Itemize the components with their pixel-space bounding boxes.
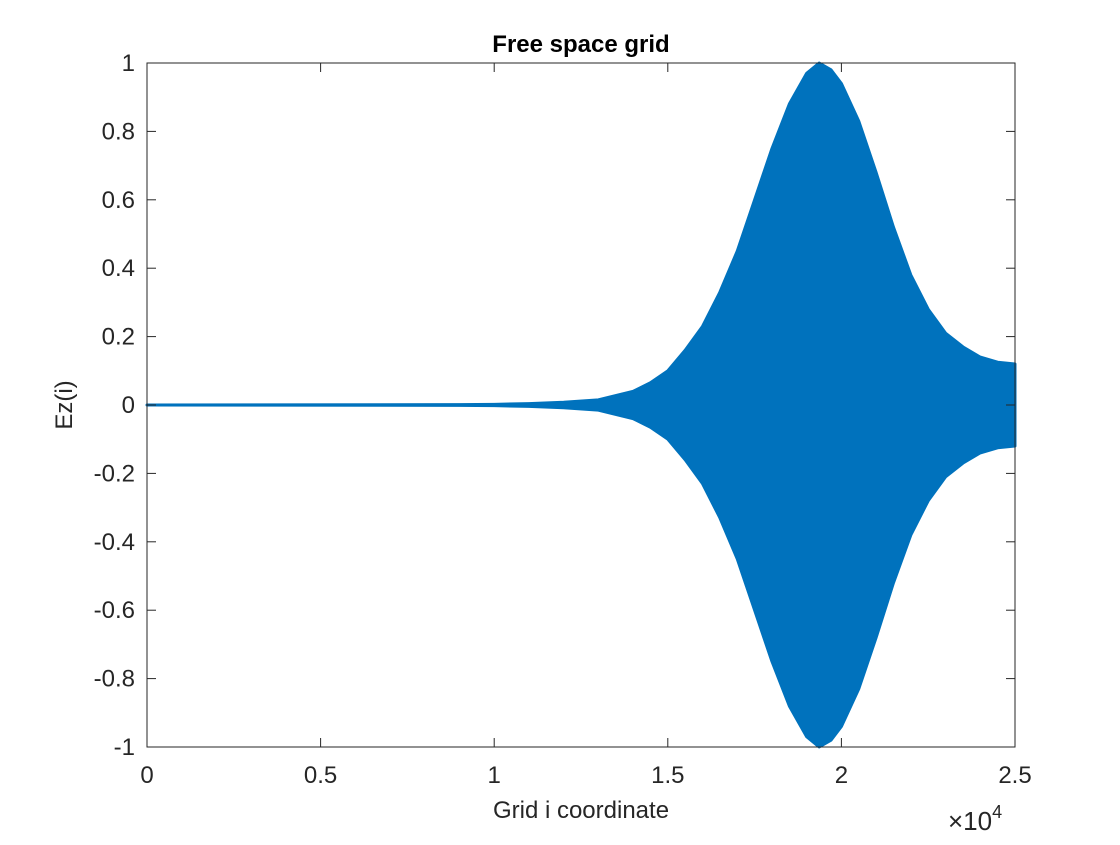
y-tick-label: 0.6 (102, 187, 135, 214)
y-tick-label: -0.2 (94, 460, 135, 487)
x-tick-label: 2 (835, 762, 848, 789)
x-tick-label: 1 (488, 762, 501, 789)
y-tick-label: 0.8 (102, 118, 135, 145)
x-exponent-base: ×10 (948, 806, 992, 836)
x-tick-label: 2.5 (998, 762, 1031, 789)
x-tick-label: 0 (140, 762, 153, 789)
y-tick-label: -0.8 (94, 666, 135, 693)
x-exponent-power: 4 (992, 802, 1002, 822)
y-tick-label: 0.2 (102, 324, 135, 351)
x-tick-label: 0.5 (304, 762, 337, 789)
x-tick-label: 1.5 (651, 762, 684, 789)
y-tick-label: -0.4 (94, 529, 135, 556)
y-tick-label: -1 (114, 734, 135, 761)
y-tick-label: 0.4 (102, 255, 135, 282)
y-ticks: 1 0.8 0.6 0.4 0.2 0 -0.2 -0.4 -0.6 -0.8 -1 (94, 50, 1015, 761)
y-tick-label: 0 (122, 392, 135, 419)
y-tick-label: -0.6 (94, 597, 135, 624)
x-axis-label: Grid i coordinate (493, 797, 669, 824)
y-axis-label: Ez(i) (51, 380, 78, 429)
chart-title: Free space grid (492, 31, 669, 58)
y-tick-label: 1 (122, 50, 135, 77)
x-exponent-label: ×104 (948, 802, 1002, 836)
x-ticks: 0 0.5 1 1.5 2 2.5 (140, 63, 1032, 789)
